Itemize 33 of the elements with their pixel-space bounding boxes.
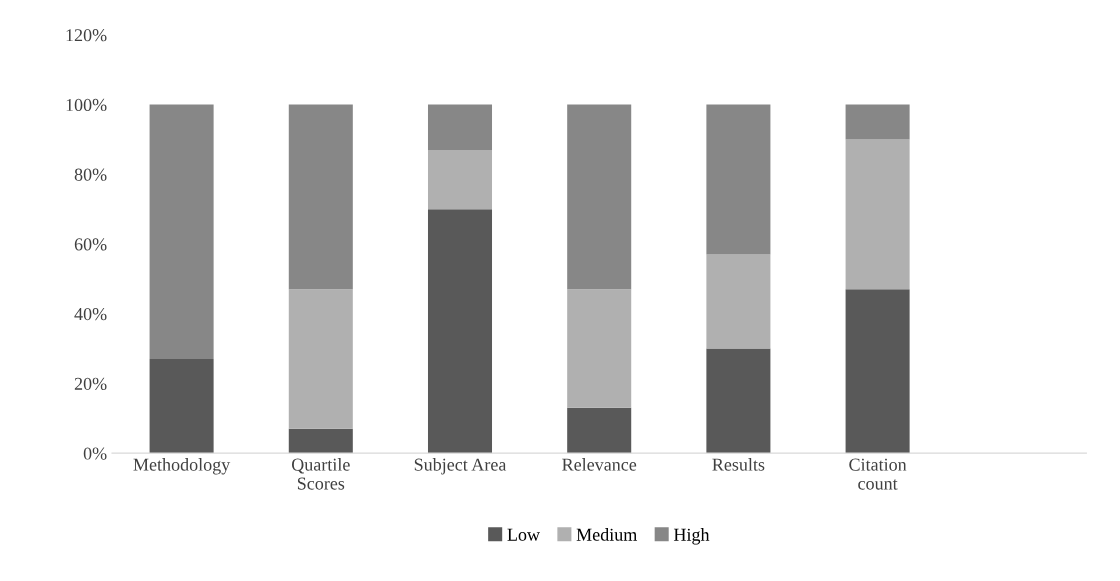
y-tick-label: 0% <box>83 447 107 460</box>
bar <box>427 104 493 150</box>
bar <box>706 254 771 349</box>
bar <box>567 104 632 290</box>
bar <box>149 104 214 360</box>
bar <box>706 104 771 255</box>
x-tick-label: Quartile Scores <box>291 458 350 490</box>
bar <box>845 139 910 290</box>
bar <box>845 289 910 454</box>
y-tick-label: 20% <box>74 377 107 390</box>
bar <box>288 104 353 290</box>
bar <box>149 359 214 454</box>
y-tick-label: 80% <box>74 168 107 181</box>
x-tick-label: Results <box>712 458 765 471</box>
legend-label: Low <box>507 528 540 541</box>
bar <box>845 104 910 140</box>
bar <box>567 289 632 408</box>
y-tick-label: 120% <box>66 29 107 42</box>
bar <box>706 348 771 454</box>
bar <box>427 209 493 454</box>
x-tick-label: Citation count <box>849 458 907 490</box>
x-tick-label: Relevance <box>562 458 637 471</box>
x-tick-label: Methodology <box>133 458 231 475</box>
y-tick-label: 40% <box>74 308 107 321</box>
bar <box>288 428 353 454</box>
legend-label: High <box>673 528 710 545</box>
y-tick-label: 100% <box>66 98 107 112</box>
x-tick-label: Subject Area <box>414 458 507 475</box>
y-tick-label: 60% <box>74 238 107 251</box>
bar <box>288 289 353 429</box>
bar <box>567 407 632 454</box>
legend-label: Medium <box>576 528 638 541</box>
bar <box>427 149 493 210</box>
